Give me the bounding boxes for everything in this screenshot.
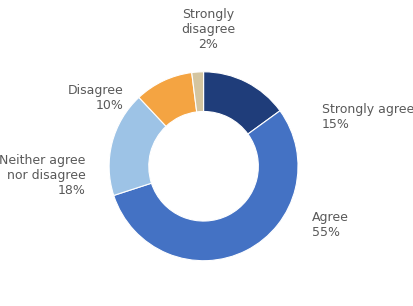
Wedge shape — [114, 111, 298, 261]
Text: Agree
55%: Agree 55% — [312, 211, 349, 239]
Wedge shape — [204, 72, 280, 134]
Wedge shape — [192, 72, 204, 112]
Text: Strongly agree
15%: Strongly agree 15% — [322, 103, 413, 131]
Wedge shape — [139, 73, 197, 126]
Wedge shape — [109, 97, 166, 196]
Text: Strongly
disagree
2%: Strongly disagree 2% — [181, 8, 235, 51]
Text: Neither agree
nor disagree
18%: Neither agree nor disagree 18% — [0, 154, 85, 197]
Text: Disagree
10%: Disagree 10% — [68, 84, 123, 112]
